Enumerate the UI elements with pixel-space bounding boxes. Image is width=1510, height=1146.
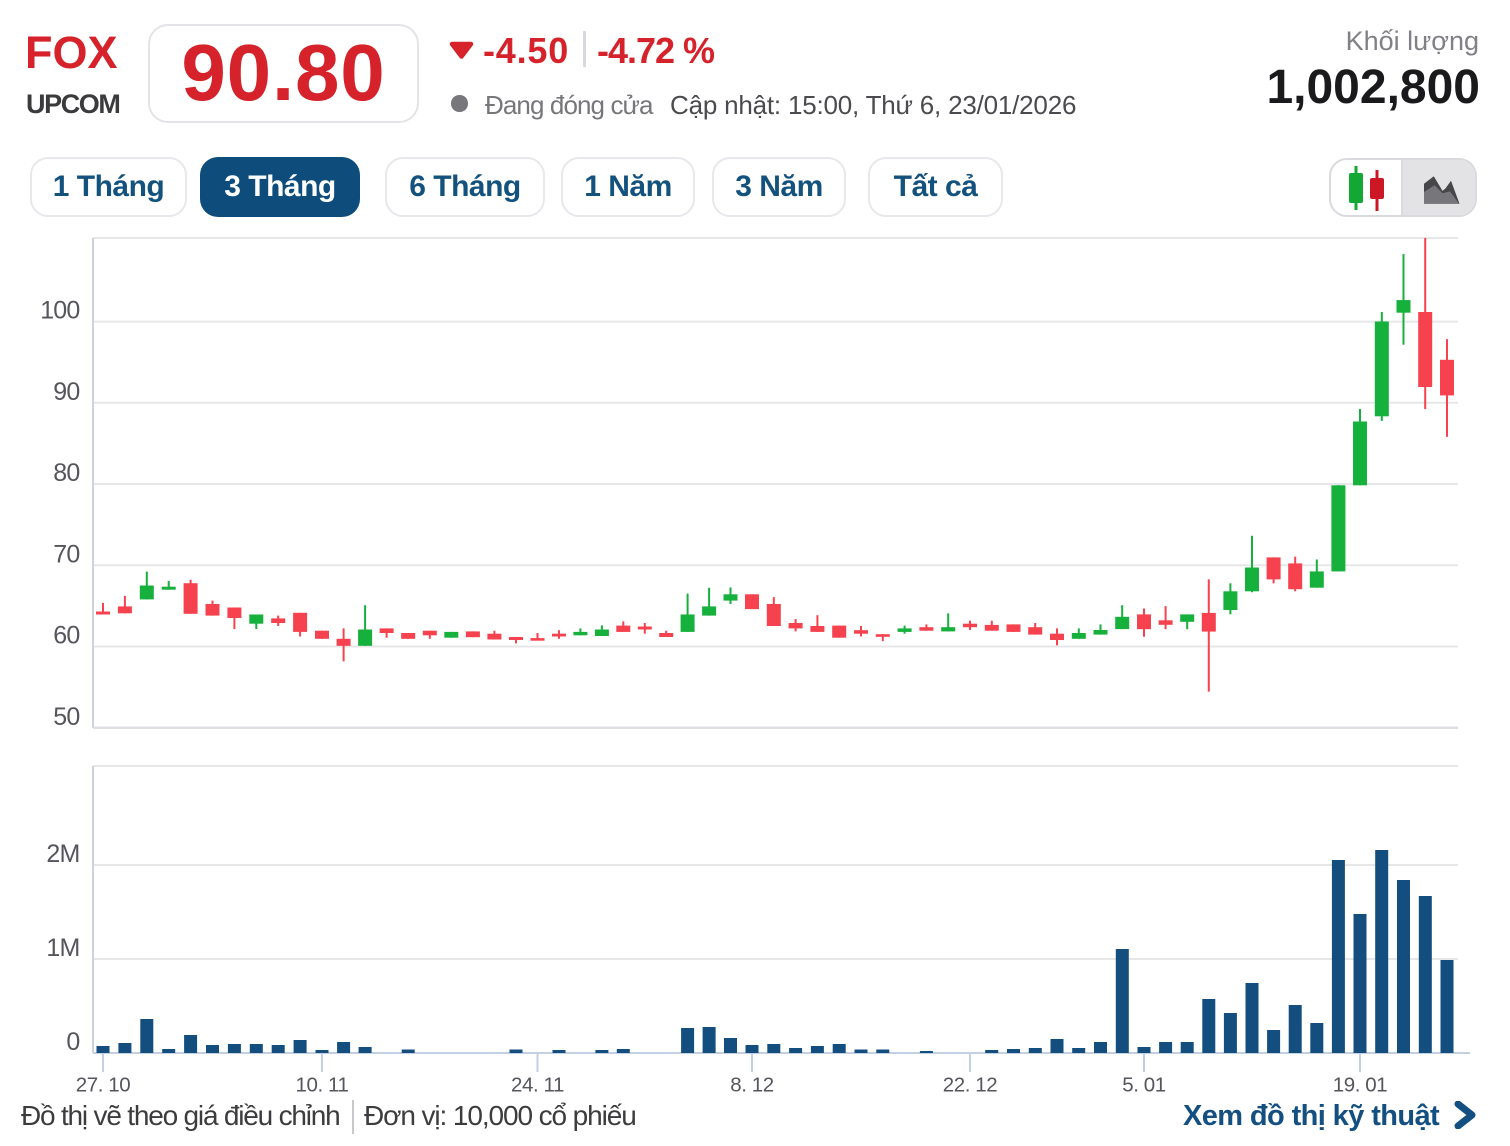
svg-text:24. 11: 24. 11 [511,1074,564,1097]
svg-text:2M: 2M [46,840,79,868]
svg-text:5. 01: 5. 01 [1122,1074,1166,1097]
svg-text:80: 80 [53,459,79,487]
svg-text:50: 50 [53,703,79,731]
svg-text:60: 60 [53,622,79,650]
svg-text:22. 12: 22. 12 [943,1074,998,1097]
svg-text:100: 100 [40,297,79,325]
svg-text:0: 0 [66,1028,79,1056]
svg-text:27. 10: 27. 10 [76,1074,131,1097]
svg-text:1M: 1M [46,934,79,962]
svg-text:8. 12: 8. 12 [730,1074,774,1097]
svg-text:70: 70 [53,540,79,568]
svg-text:19. 01: 19. 01 [1333,1074,1388,1097]
svg-text:10. 11: 10. 11 [295,1074,348,1097]
svg-text:90: 90 [53,378,79,406]
